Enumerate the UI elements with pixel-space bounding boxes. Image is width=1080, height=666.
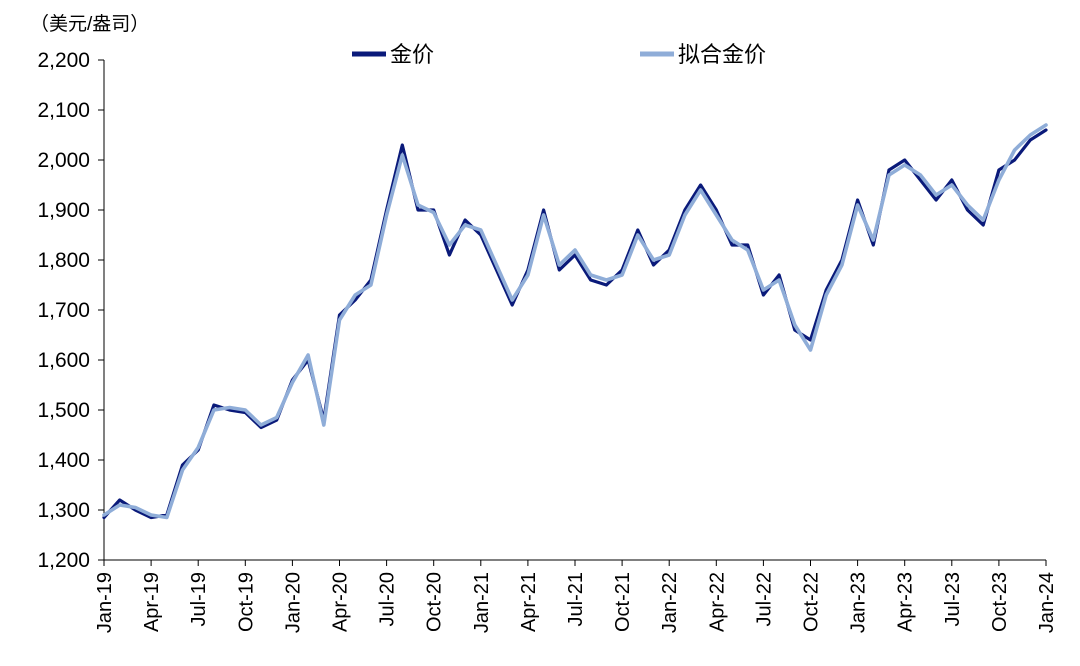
x-tick-label: Oct-21 (612, 572, 634, 632)
x-tick-label: Oct-19 (235, 572, 257, 632)
x-tick-label: Apr-22 (706, 572, 728, 632)
y-tick-label: 2,100 (37, 99, 90, 122)
x-tick-label: Apr-21 (518, 572, 540, 632)
x-tick-label: Jul-23 (942, 572, 964, 626)
y-tick-label: 1,200 (37, 549, 90, 572)
x-tick-label: Jan-24 (1036, 572, 1058, 633)
x-tick-label: Jan-22 (659, 572, 681, 633)
x-tick-label: Apr-19 (141, 572, 163, 632)
x-tick-label: Jan-20 (282, 572, 304, 633)
y-tick-label: 2,200 (37, 49, 90, 72)
x-tick-label: Jul-19 (188, 572, 210, 626)
x-tick-label: Oct-22 (801, 572, 823, 632)
legend-label-fitted-gold-price: 拟合金价 (678, 42, 766, 67)
x-tick-label: Jan-23 (848, 572, 870, 633)
x-tick-label: Apr-20 (330, 572, 352, 632)
y-unit-label: （美元/盎司） (30, 13, 149, 35)
x-tick-label: Oct-20 (424, 572, 446, 632)
legend-label-gold-price: 金价 (390, 42, 434, 67)
y-tick-label: 2,000 (37, 149, 90, 172)
y-tick-label: 1,400 (37, 449, 90, 472)
axes: 1,200 1,300 1,400 1,500 1,600 1,700 1,800 1,900… (37, 49, 1058, 633)
x-tick-label: Jul-22 (753, 572, 775, 626)
y-tick-label: 1,300 (37, 499, 90, 522)
x-tick-label: Apr-23 (895, 572, 917, 632)
series-layer (102, 123, 1048, 520)
y-tick-label: 1,600 (37, 349, 90, 372)
x-tick-label: Jan-19 (94, 572, 116, 633)
x-tick-label: Jul-21 (565, 572, 587, 626)
y-tick-label: 1,800 (37, 249, 90, 272)
x-tick-label: Jan-21 (471, 572, 493, 633)
x-tick-label: Jul-20 (377, 572, 399, 626)
y-tick-label: 1,500 (37, 399, 90, 422)
legend: 金价 拟合金价 (352, 42, 766, 67)
x-tick-label: Oct-23 (989, 572, 1011, 632)
series-line-gold-price (102, 128, 1048, 520)
y-tick-label: 1,700 (37, 299, 90, 322)
series-line-fitted-gold-price (102, 123, 1048, 520)
y-tick-label: 1,900 (37, 199, 90, 222)
